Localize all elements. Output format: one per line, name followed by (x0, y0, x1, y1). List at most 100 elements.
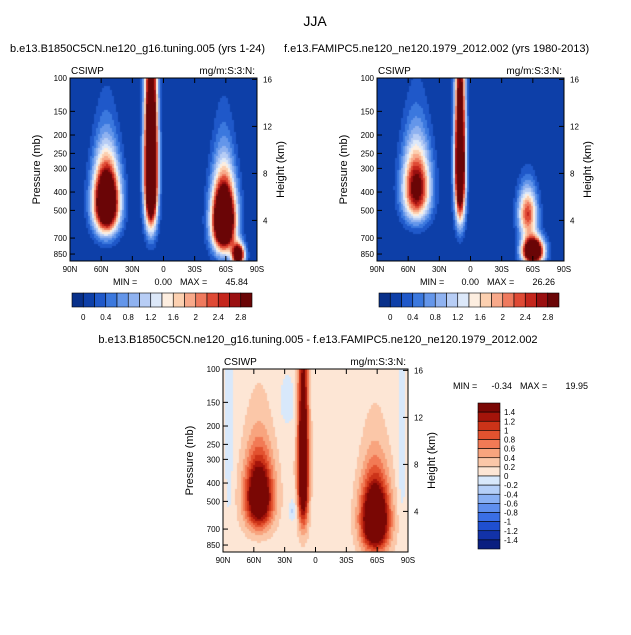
colorbar-box (423, 292, 436, 308)
colorbar-label: 0 (388, 313, 393, 322)
colorbar-label: 1 (504, 426, 509, 435)
y2-tick-label: 4 (263, 216, 268, 225)
colorbar-label: 0.8 (123, 313, 135, 322)
colorbar-label: 0 (504, 472, 509, 481)
heatmap-field (223, 369, 408, 552)
y-tick-label: 400 (54, 188, 68, 197)
colorbar-box (434, 292, 447, 308)
y-tick-label: 250 (207, 440, 221, 449)
colorbar-label: 2.8 (542, 313, 554, 322)
colorbar-box (477, 493, 501, 504)
colorbar-box (524, 292, 537, 308)
y-tick-label: 500 (361, 206, 375, 215)
colorbar-box (477, 439, 501, 449)
colorbar-label: 0.6 (504, 445, 516, 454)
colorbar-label: 1.6 (168, 313, 180, 322)
x-tick-label: 60N (401, 265, 416, 274)
colorbar-box (477, 430, 501, 440)
y-tick-label: 700 (54, 234, 68, 243)
colorbar-label: -1.2 (504, 527, 518, 536)
y2-tick-label: 16 (414, 366, 423, 375)
y2-tick-label: 8 (570, 169, 575, 178)
x-tick-label: 90S (401, 556, 415, 565)
y-tick-label: 100 (54, 74, 68, 83)
x-tick-label: 0 (161, 265, 166, 274)
y-tick-label: 700 (361, 234, 375, 243)
heatmap-field (70, 78, 257, 261)
min-label: MIN = (453, 381, 477, 391)
y-tick-label: 150 (361, 107, 375, 116)
x-tick-label: 60N (246, 556, 261, 565)
units-label: mg/m:S:3:N: (506, 66, 562, 77)
x-tick-label: 60S (526, 265, 540, 274)
x-tick-label: 30N (432, 265, 447, 274)
colorbar-box (547, 292, 560, 308)
y-axis-label: Pressure (mb) (184, 426, 196, 496)
colorbar-box (477, 457, 501, 468)
x-tick-label: 30N (125, 265, 140, 274)
colorbar-label: -0.8 (504, 509, 518, 518)
y-tick-label: 100 (361, 74, 375, 83)
min-value: -0.34 (491, 381, 512, 391)
colorbar-box (172, 292, 185, 308)
x-tick-label: 30S (495, 265, 509, 274)
colorbar-label: -0.4 (504, 490, 518, 499)
colorbar-label: 0.8 (504, 436, 516, 445)
y2-tick-label: 8 (414, 460, 419, 469)
colorbar-label: 0.2 (504, 463, 516, 472)
y-tick-label: 500 (54, 206, 68, 215)
x-tick-label: 90S (557, 265, 571, 274)
colorbar-label: 2 (501, 313, 506, 322)
panel-title-diff: b.e13.B1850C5CN.ne120_g16.tuning.005 - f… (98, 334, 537, 346)
colorbar-label: 2.8 (235, 313, 247, 322)
colorbar-box (477, 475, 501, 486)
colorbar-label: 0.4 (100, 313, 112, 322)
colorbar-box (82, 292, 95, 308)
colorbar-label: 2 (194, 313, 199, 322)
y2-axis-label: Height (km) (426, 432, 438, 489)
colorbar-box (477, 539, 501, 550)
colorbar-box (477, 512, 501, 522)
y-tick-label: 100 (207, 365, 221, 374)
colorbar-box (105, 292, 118, 308)
x-tick-label: 60N (94, 265, 109, 274)
units-label: mg/m:S:3:N: (350, 357, 406, 368)
colorbar-label: 2.4 (213, 313, 225, 322)
colorbar-box (457, 292, 470, 308)
y2-axis-label: Height (km) (275, 141, 287, 198)
min-label: MIN = (113, 277, 137, 287)
x-tick-label: 30S (188, 265, 202, 274)
x-tick-label: 0 (468, 265, 473, 274)
max-value: 19.95 (565, 381, 588, 391)
y-tick-label: 850 (54, 250, 68, 259)
colorbar-box (477, 420, 501, 431)
x-tick-label: 30S (339, 556, 353, 565)
colorbar-box (477, 503, 501, 513)
y2-tick-label: 4 (414, 507, 419, 516)
variable-label: CSIWP (224, 357, 257, 368)
colorbar-box (477, 530, 501, 541)
colorbar-box (468, 292, 481, 308)
x-tick-label: 60S (370, 556, 384, 565)
colorbar-label: 0.8 (430, 313, 442, 322)
colorbar-label: -1 (504, 518, 512, 527)
colorbar-label: 1.2 (145, 313, 157, 322)
min-value: 0.00 (154, 277, 172, 287)
y2-tick-label: 4 (570, 216, 575, 225)
y-axis-label: Pressure (mb) (31, 135, 43, 205)
max-value: 45.84 (225, 277, 248, 287)
y-tick-label: 850 (361, 250, 375, 259)
colorbar-label: 2.4 (520, 313, 532, 322)
y-tick-label: 850 (207, 541, 221, 550)
min-value: 0.00 (461, 277, 479, 287)
variable-label: CSIWP (71, 66, 104, 77)
y-tick-label: 250 (361, 149, 375, 158)
panel-title-left: b.e13.B1850C5CN.ne120_g16.tuning.005 (yr… (10, 43, 265, 55)
main-title: JJA (303, 13, 327, 29)
y2-tick-label: 8 (263, 169, 268, 178)
max-label: MAX = (487, 277, 514, 287)
x-tick-label: 30N (277, 556, 292, 565)
colorbar-box (401, 292, 414, 308)
y2-tick-label: 12 (570, 122, 579, 131)
